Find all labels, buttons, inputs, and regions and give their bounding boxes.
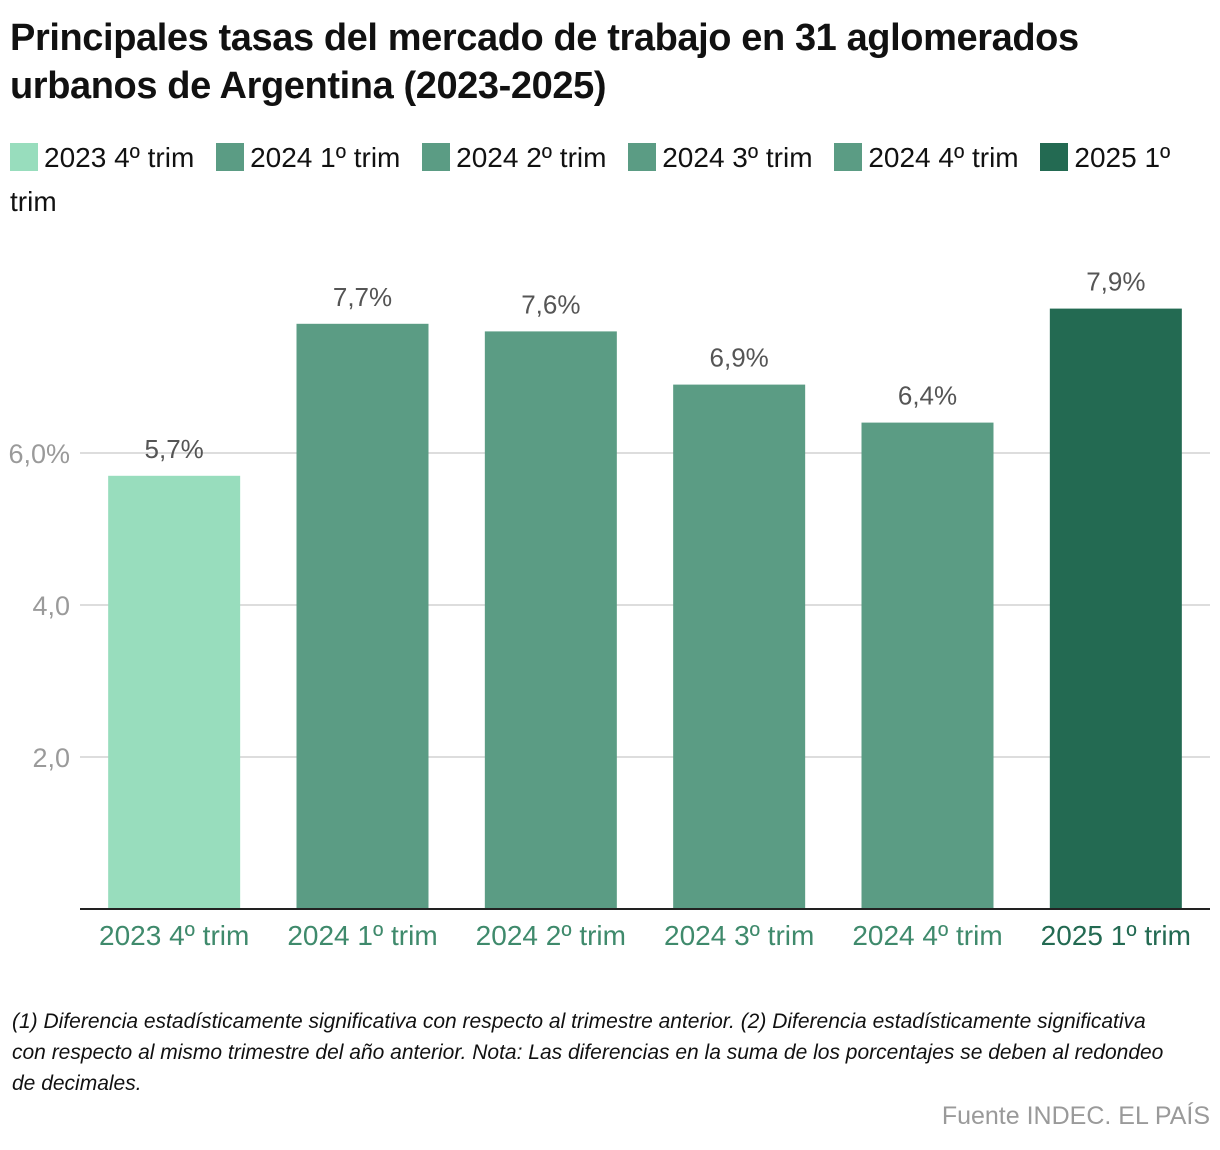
legend-label: 2024 4º trim xyxy=(868,142,1019,173)
value-label: 5,7% xyxy=(145,434,204,464)
x-tick-label: 2024 1º trim xyxy=(287,920,437,951)
bar xyxy=(296,323,429,909)
legend-item: 2024 2º trim xyxy=(422,142,606,173)
x-tick-label: 2024 2º trim xyxy=(476,920,626,951)
x-tick-label: 2024 3º trim xyxy=(664,920,814,951)
x-tick-label: 2024 4º trim xyxy=(852,920,1002,951)
value-label: 7,6% xyxy=(521,289,580,319)
bar-chart: 2,0 4,0 6,0% 5,7% 2023 4º trim 7,7% 2024 1º tr… xyxy=(8,267,1210,951)
legend: 2023 4º trim 2024 1º trim 2024 2º trim 2… xyxy=(10,136,1210,224)
legend-item: 2023 4º trim xyxy=(10,142,194,173)
footnote: (1) Diferencia estadísticamente signific… xyxy=(12,1010,1164,1095)
legend-label: 2024 3º trim xyxy=(662,142,813,173)
legend-swatch xyxy=(834,143,863,171)
chart-title: Principales tasas del mercado de trabajo… xyxy=(10,17,1079,107)
x-tick-label: 2025 1º trim xyxy=(1041,920,1191,951)
legend-swatch xyxy=(422,143,451,171)
y-tick-label: 2,0 xyxy=(32,743,70,773)
legend-item: 2024 4º trim xyxy=(834,142,1019,173)
source-credit: Fuente INDEC. EL PAÍS xyxy=(941,1102,1210,1130)
legend-swatch xyxy=(10,143,38,171)
value-label: 7,9% xyxy=(1086,267,1145,297)
y-tick-label: 6,0% xyxy=(8,439,70,469)
legend-swatch xyxy=(216,143,245,171)
value-label: 6,9% xyxy=(710,343,769,373)
bar xyxy=(108,475,241,909)
legend-item: 2024 1º trim xyxy=(216,142,400,173)
legend-swatch xyxy=(628,143,657,171)
value-label: 6,4% xyxy=(898,381,957,411)
value-label: 7,7% xyxy=(333,282,392,312)
legend-label: 2023 4º trim xyxy=(44,142,195,173)
bar xyxy=(673,384,806,910)
legend-label: 2024 2º trim xyxy=(456,142,607,173)
bar xyxy=(861,422,994,909)
bar xyxy=(484,331,617,909)
bar xyxy=(1049,308,1182,910)
legend-item: 2024 3º trim xyxy=(628,142,813,173)
legend-label: 2025 1º trim xyxy=(10,142,1171,217)
legend-item: 2025 1º trim xyxy=(10,142,1170,217)
x-tick-label: 2023 4º trim xyxy=(99,920,249,951)
y-tick-label: 4,0 xyxy=(32,591,70,621)
legend-swatch xyxy=(1040,143,1069,171)
legend-label: 2024 1º trim xyxy=(250,142,401,173)
